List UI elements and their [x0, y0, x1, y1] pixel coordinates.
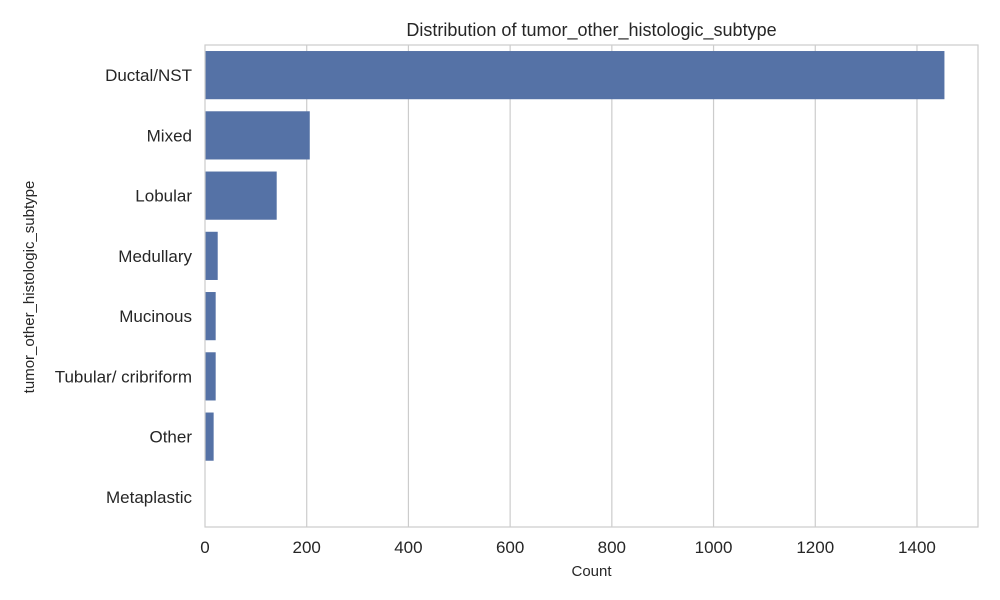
x-tick-label: 600	[496, 538, 524, 557]
x-tick-label: 1400	[898, 538, 936, 557]
bar	[205, 292, 216, 341]
y-tick-label: Tubular/ cribriform	[55, 367, 192, 386]
y-tick-label: Metaplastic	[106, 488, 192, 507]
y-tick-labels: Ductal/NST Mixed Lobular Medullary Mucinous T…	[55, 66, 193, 507]
grid-lines	[306, 45, 918, 527]
x-tick-labels: 0 200 400 600 800 1000 1200 1400	[200, 538, 936, 557]
x-tick-label: 0	[200, 538, 209, 557]
y-axis-label: tumor_other_histologic_subtype	[21, 181, 38, 394]
x-tick-label: 200	[293, 538, 321, 557]
bar	[205, 412, 214, 461]
bars	[205, 51, 945, 521]
bar	[205, 231, 218, 280]
y-tick-label: Medullary	[118, 247, 192, 266]
x-tick-label: 800	[598, 538, 626, 557]
x-tick-label: 1200	[796, 538, 834, 557]
chart-title: Distribution of tumor_other_histologic_s…	[406, 20, 776, 41]
y-tick-label: Mucinous	[119, 307, 192, 326]
bar	[205, 111, 310, 160]
x-tick-label: 1000	[695, 538, 733, 557]
bar	[205, 51, 945, 100]
bar	[205, 171, 277, 220]
y-tick-label: Other	[149, 428, 192, 447]
plot-frame	[204, 44, 979, 528]
y-tick-label: Ductal/NST	[105, 66, 192, 85]
y-tick-label: Lobular	[135, 187, 192, 206]
x-axis-label: Count	[571, 563, 612, 580]
x-tick-label: 400	[394, 538, 422, 557]
y-tick-label: Mixed	[147, 126, 192, 145]
bar	[205, 352, 216, 401]
